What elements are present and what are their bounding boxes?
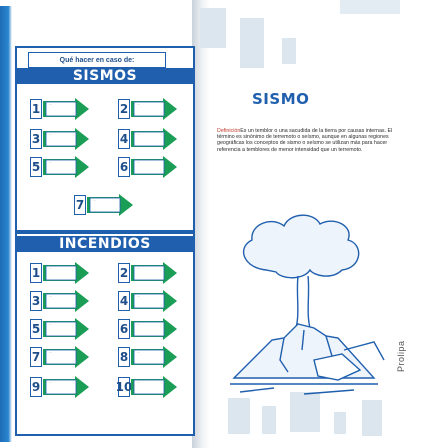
step-number: 3 [30, 129, 42, 149]
step-arrow: ... [131, 156, 179, 178]
step-text: ... [49, 132, 52, 136]
deco-block [340, 0, 400, 14]
brand-label: Prolipa [396, 340, 406, 372]
step-item: 9... [30, 376, 91, 398]
step-item: 4... [118, 290, 179, 312]
step-number: 1 [30, 263, 42, 283]
step-arrow: ... [131, 346, 179, 368]
section-header: Qué hacer en caso de: [28, 52, 166, 68]
step-number: 3 [30, 291, 42, 311]
step-item: 3... [30, 290, 91, 312]
step-arrow: ... [131, 98, 179, 120]
book-gutter [192, 0, 210, 448]
step-arrow: ... [43, 128, 91, 150]
step-item: 10... [116, 376, 179, 398]
step-text: ... [137, 132, 140, 136]
step-text: ... [137, 266, 140, 270]
step-text: ... [137, 160, 140, 164]
step-text: ... [49, 160, 52, 164]
deco-block [282, 38, 296, 64]
step-number: 8 [118, 347, 130, 367]
step-number: 7 [74, 195, 86, 215]
deco-block [262, 406, 276, 434]
step-text: ... [49, 350, 52, 354]
deco-block [362, 400, 382, 436]
step-text: ... [137, 102, 140, 106]
step-arrow: ... [43, 376, 91, 398]
definition-text: Es un temblor o una sacudida de la tierr… [217, 128, 393, 153]
step-item: 7... [30, 346, 91, 368]
page-title: SISMO [252, 90, 310, 108]
step-number: 4 [118, 129, 130, 149]
step-text: ... [93, 198, 96, 202]
step-number: 4 [118, 291, 130, 311]
deco-block [290, 392, 320, 432]
step-text: ... [49, 380, 52, 384]
step-arrow: ... [43, 346, 91, 368]
step-item: 8... [118, 346, 179, 368]
step-number: 6 [118, 157, 130, 177]
volcano-illustration [230, 214, 385, 395]
left-page-edge [0, 6, 12, 442]
step-item: 1... [30, 262, 91, 284]
step-item: 4... [118, 128, 179, 150]
step-arrow: ... [43, 156, 91, 178]
step-text: ... [49, 266, 52, 270]
deco-block [228, 398, 250, 434]
step-number: 5 [30, 157, 42, 177]
step-arrow: ... [43, 98, 91, 120]
step-arrow: ... [43, 262, 91, 284]
step-number: 10 [116, 377, 132, 397]
step-text: ... [137, 350, 140, 354]
step-arrow: ... [43, 318, 91, 340]
step-item: 6... [118, 318, 179, 340]
step-text: ... [49, 102, 52, 106]
deco-block [334, 412, 346, 434]
sismos-title: SISMOS [15, 68, 195, 84]
step-number: 2 [118, 99, 130, 119]
step-text: ... [137, 322, 140, 326]
step-number: 2 [118, 263, 130, 283]
step-arrow: ... [131, 318, 179, 340]
step-arrow: ... [131, 376, 179, 398]
deco-block [200, 8, 226, 48]
step-arrow: ... [131, 262, 179, 284]
step-item: 5... [30, 318, 91, 340]
step-number: 1 [30, 99, 42, 119]
step-arrow: ... [131, 128, 179, 150]
step-item: 3... [30, 128, 91, 150]
definition: DefiniciónEs un temblor o una sacudida d… [217, 128, 397, 153]
definition-label: Definición [217, 128, 241, 134]
deco-block [240, 18, 264, 68]
step-text: ... [137, 380, 140, 384]
step-item: 1... [30, 98, 91, 120]
step-text: ... [137, 294, 140, 298]
step-arrow: ... [131, 290, 179, 312]
step-text: ... [49, 322, 52, 326]
step-number: 6 [118, 319, 130, 339]
step-number: 9 [30, 377, 42, 397]
step-item: 2... [118, 262, 179, 284]
step-number: 7 [30, 347, 42, 367]
step-number: 5 [30, 319, 42, 339]
step-item: 2... [118, 98, 179, 120]
step-item: 7... [74, 194, 135, 216]
step-item: 5... [30, 156, 91, 178]
incendios-title: INCENDIOS [15, 236, 195, 252]
step-item: 6... [118, 156, 179, 178]
step-arrow: ... [43, 290, 91, 312]
step-arrow: ... [87, 194, 135, 216]
step-text: ... [49, 294, 52, 298]
